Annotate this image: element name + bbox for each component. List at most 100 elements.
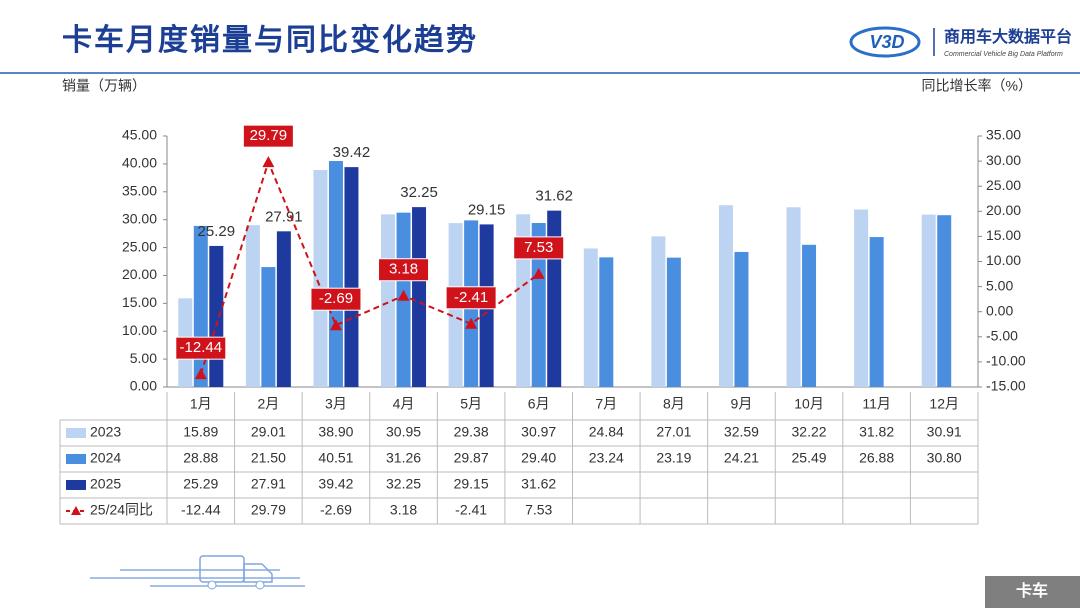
bar	[666, 257, 681, 387]
y2-axis-title: 同比增长率（%）	[922, 78, 1032, 94]
brand: 商用车大数据平台	[944, 27, 1072, 46]
wheel	[255, 580, 265, 590]
legend-swatch	[66, 454, 86, 464]
table-cell: 39.42	[318, 476, 353, 492]
data-label-box	[513, 236, 565, 260]
table-cell: 32.59	[724, 424, 759, 440]
table-cell: 29.79	[251, 502, 286, 518]
data-label: -2.41	[454, 289, 488, 306]
y-tick-label: 30.00	[122, 210, 157, 226]
data-label: 39.42	[333, 144, 371, 161]
y2-tick-label: 35.00	[986, 127, 1021, 143]
table-cell: 21.50	[251, 450, 286, 466]
table-cell: 30.91	[927, 424, 962, 440]
logo: V3D 商用车大数据平台 Commercial Vehicle Big Data…	[849, 26, 1072, 58]
y2-tick-label: -15.00	[986, 378, 1026, 394]
data-label-box	[175, 336, 227, 360]
y-tick-label: 35.00	[122, 182, 157, 198]
x-tick-label: 12月	[929, 396, 959, 412]
bar	[599, 257, 614, 387]
data-label: 27.91	[265, 208, 303, 225]
bar	[802, 244, 817, 387]
y2-tick-label: -10.00	[986, 353, 1026, 369]
table-cell: 24.21	[724, 450, 759, 466]
y-axis-title: 销量（万辆）	[62, 78, 146, 94]
table-cell: 24.84	[589, 424, 624, 440]
marker	[397, 289, 410, 301]
x-tick-label: 5月	[460, 396, 482, 412]
data-label: 32.25	[400, 184, 438, 201]
logo-ring	[849, 26, 921, 58]
table-cell: 31.26	[386, 450, 421, 466]
x-tick-label: 8月	[663, 396, 685, 412]
legend-label: 2024	[90, 450, 121, 466]
x-tick-label: 10月	[794, 396, 824, 412]
data-label: -12.44	[180, 339, 223, 356]
bar	[718, 205, 733, 387]
legend-swatch	[66, 428, 86, 438]
table-cell: 25.49	[792, 450, 827, 466]
table-cell: 3.18	[390, 502, 417, 518]
bar	[245, 225, 260, 387]
bar	[276, 231, 291, 387]
table-cell: 28.88	[183, 450, 218, 466]
bar	[193, 225, 208, 387]
table-cell: 29.15	[454, 476, 489, 492]
marker	[465, 317, 478, 329]
bar	[583, 248, 598, 387]
bar	[313, 170, 328, 387]
y2-tick-label: 20.00	[986, 202, 1021, 218]
data-label-box	[378, 258, 430, 282]
bar	[921, 214, 936, 387]
bar	[937, 215, 952, 387]
bar	[854, 209, 869, 387]
legend-swatch	[66, 480, 86, 490]
data-label-box	[445, 286, 497, 310]
y-tick-label: 0.00	[130, 378, 157, 394]
table-cell: 31.82	[859, 424, 894, 440]
x-tick-label: 4月	[393, 396, 415, 412]
logo-text: V3D	[869, 32, 904, 52]
bar	[786, 207, 801, 387]
table-cell: 30.97	[521, 424, 556, 440]
data-label: 29.79	[250, 127, 288, 144]
y-tick-label: 40.00	[122, 155, 157, 171]
bar	[261, 267, 276, 387]
table-cell: 30.95	[386, 424, 421, 440]
footer-tag: 卡车	[1016, 581, 1048, 600]
marker	[329, 319, 342, 331]
table-cell: 23.24	[589, 450, 624, 466]
table-cell: -2.69	[320, 502, 352, 518]
data-label-box	[242, 124, 294, 148]
bar	[531, 223, 546, 387]
table-cell: -12.44	[181, 502, 221, 518]
legend-label: 25/24同比	[90, 502, 153, 518]
table-cell: 7.53	[525, 502, 552, 518]
y2-tick-label: 10.00	[986, 252, 1021, 268]
y-tick-label: 20.00	[122, 266, 157, 282]
data-label: 25.29	[198, 223, 236, 240]
table-cell: 29.40	[521, 450, 556, 466]
table-cell: 31.62	[521, 476, 556, 492]
legend-swatch	[71, 506, 81, 515]
line	[199, 159, 540, 375]
y-tick-label: 15.00	[122, 294, 157, 310]
table-cell: 27.91	[251, 476, 286, 492]
y-tick-label: 45.00	[122, 127, 157, 143]
wheel	[207, 580, 217, 590]
x-tick-label: 1月	[190, 396, 212, 412]
y-tick-label: 10.00	[122, 322, 157, 338]
y2-tick-label: 30.00	[986, 152, 1021, 168]
table-cell: 23.19	[656, 450, 691, 466]
marker	[194, 368, 207, 380]
x-tick-label: 11月	[862, 396, 891, 412]
bar	[381, 214, 396, 387]
bar	[209, 245, 224, 387]
x-tick-label: 9月	[731, 396, 753, 412]
table-cell: 26.88	[859, 450, 894, 466]
y-tick-label: 5.00	[130, 350, 157, 366]
bar	[869, 237, 884, 387]
y2-tick-label: 25.00	[986, 177, 1021, 193]
table-cell: 29.01	[251, 424, 286, 440]
